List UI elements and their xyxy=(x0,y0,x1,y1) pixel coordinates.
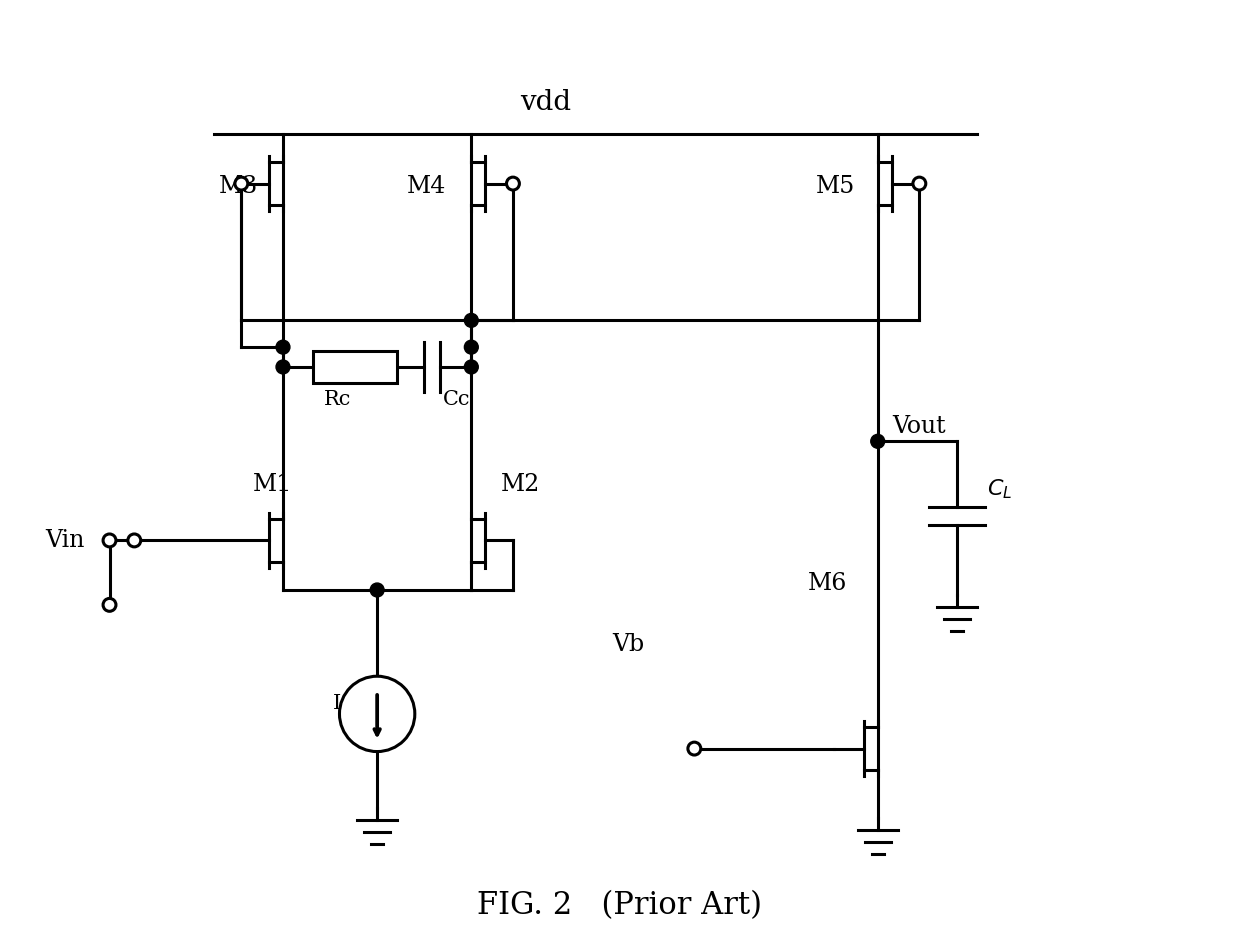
Circle shape xyxy=(234,177,248,190)
Circle shape xyxy=(464,340,479,354)
Text: M6: M6 xyxy=(808,572,848,595)
Circle shape xyxy=(913,177,926,190)
Text: M4: M4 xyxy=(407,175,446,199)
Bar xyxy=(312,351,397,383)
Text: Iss: Iss xyxy=(332,694,362,713)
Text: Cc: Cc xyxy=(443,390,470,409)
Circle shape xyxy=(103,598,117,611)
Circle shape xyxy=(870,435,884,448)
Text: FIG. 2   (Prior Art): FIG. 2 (Prior Art) xyxy=(477,890,763,921)
Circle shape xyxy=(688,742,701,755)
Circle shape xyxy=(103,534,117,547)
Text: Vout: Vout xyxy=(893,415,946,437)
Text: $C_L$: $C_L$ xyxy=(987,477,1012,500)
Circle shape xyxy=(464,360,479,374)
Circle shape xyxy=(371,583,384,597)
Text: Vin: Vin xyxy=(46,529,84,552)
Text: M2: M2 xyxy=(501,473,541,495)
Circle shape xyxy=(277,360,290,374)
Circle shape xyxy=(128,534,140,547)
Text: M5: M5 xyxy=(816,175,856,199)
Circle shape xyxy=(464,314,479,327)
Circle shape xyxy=(277,340,290,354)
Text: Rc: Rc xyxy=(324,390,351,409)
Text: M3: M3 xyxy=(218,175,258,199)
Circle shape xyxy=(340,676,415,751)
Text: M1: M1 xyxy=(253,473,293,495)
Text: Vb: Vb xyxy=(613,633,645,656)
Circle shape xyxy=(506,177,520,190)
Text: vdd: vdd xyxy=(520,89,572,116)
